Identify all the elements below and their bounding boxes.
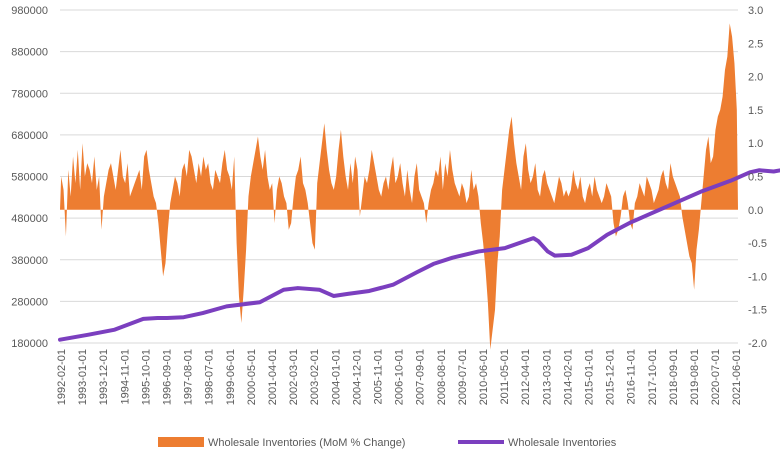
left-tick-label: 180000 bbox=[11, 338, 48, 350]
x-tick-label: 2020-07-01 bbox=[710, 349, 722, 405]
left-tick-label: 280000 bbox=[11, 296, 48, 308]
x-tick-label: 2015-01-01 bbox=[584, 349, 596, 405]
left-tick-label: 480000 bbox=[11, 213, 48, 225]
x-tick-label: 2004-12-01 bbox=[351, 349, 363, 405]
x-tick-label: 2009-07-01 bbox=[457, 349, 469, 405]
left-tick-label: 980000 bbox=[11, 5, 48, 17]
x-tick-label: 2021-06-01 bbox=[731, 349, 743, 405]
legend-swatch-mom-change bbox=[158, 437, 204, 447]
right-tick-label: 0.0 bbox=[748, 205, 763, 217]
x-tick-label: 2006-10-01 bbox=[394, 349, 406, 405]
x-tick-label: 2000-05-01 bbox=[246, 349, 258, 405]
x-tick-label: 1993-01-01 bbox=[77, 349, 89, 405]
x-tick-label: 2008-08-01 bbox=[436, 349, 448, 405]
right-tick-label: -1.0 bbox=[748, 271, 767, 283]
x-tick-label: 2010-06-01 bbox=[478, 349, 490, 405]
x-tick-label: 1996-09-01 bbox=[162, 349, 174, 405]
left-tick-label: 680000 bbox=[11, 130, 48, 142]
x-tick-label: 1999-06-01 bbox=[225, 349, 237, 405]
legend-label-mom-change: Wholesale Inventories (MoM % Change) bbox=[208, 437, 405, 449]
right-tick-label: -2.0 bbox=[748, 338, 767, 350]
x-tick-label: 2017-10-01 bbox=[647, 349, 659, 405]
x-tick-label: 2019-08-01 bbox=[689, 349, 701, 405]
x-tick-label: 2002-03-01 bbox=[288, 349, 300, 405]
right-axis-ticks: -2.0 -1.5 -1.0 -0.5 0.0 0.5 1.0 1.5 2.0 2.5 3.0 bbox=[748, 5, 767, 350]
left-tick-label: 380000 bbox=[11, 255, 48, 267]
x-tick-label: 2001-04-01 bbox=[267, 349, 279, 405]
right-tick-label: 1.0 bbox=[748, 138, 763, 150]
right-tick-label: 0.5 bbox=[748, 172, 763, 184]
x-tick-label: 1993-12-01 bbox=[98, 349, 110, 405]
x-tick-label: 2011-05-01 bbox=[499, 349, 511, 404]
right-tick-label: 3.0 bbox=[748, 5, 763, 17]
line-series-wholesale-inventories bbox=[58, 168, 780, 342]
x-tick-label: 1997-08-01 bbox=[183, 349, 195, 405]
right-tick-label: -0.5 bbox=[748, 238, 767, 250]
x-tick-label: 2012-04-01 bbox=[520, 349, 532, 405]
left-tick-label: 780000 bbox=[11, 88, 48, 100]
x-tick-label: 2005-11-01 bbox=[373, 349, 385, 404]
x-tick-label: 2003-02-01 bbox=[309, 349, 321, 405]
x-tick-label: 2014-02-01 bbox=[562, 349, 574, 405]
x-tick-label: 2018-09-01 bbox=[668, 349, 680, 405]
right-tick-label: -1.5 bbox=[748, 305, 767, 317]
legend: Wholesale Inventories (MoM % Change) Who… bbox=[158, 437, 617, 449]
bar-series-mom-change bbox=[60, 23, 738, 350]
x-tick-label: 1998-07-01 bbox=[204, 349, 216, 405]
right-tick-label: 2.5 bbox=[748, 38, 763, 50]
x-tick-label: 1994-11-01 bbox=[119, 349, 131, 404]
x-tick-label: 1992-02-01 bbox=[56, 349, 68, 405]
bar-area-mom-change bbox=[60, 23, 738, 350]
right-tick-label: 2.0 bbox=[748, 72, 763, 84]
x-tick-label: 2004-01-01 bbox=[330, 349, 342, 405]
x-tick-label: 2007-09-01 bbox=[415, 349, 427, 405]
left-tick-label: 580000 bbox=[11, 172, 48, 184]
left-axis-ticks: 180000 280000 380000 480000 580000 680000 7800… bbox=[11, 5, 48, 350]
x-tick-label: 2013-03-01 bbox=[541, 349, 553, 405]
x-tick-label: 2016-11-01 bbox=[626, 349, 638, 404]
x-tick-label: 2015-12-01 bbox=[605, 349, 617, 405]
right-tick-label: 1.5 bbox=[748, 105, 763, 117]
left-tick-label: 880000 bbox=[11, 47, 48, 59]
x-tick-label: 1995-10-01 bbox=[140, 349, 152, 405]
legend-label-inventories: Wholesale Inventories bbox=[508, 437, 617, 449]
x-axis-ticks: 1992-02-01 1993-01-01 1993-12-01 1994-11-01… bbox=[56, 349, 743, 405]
